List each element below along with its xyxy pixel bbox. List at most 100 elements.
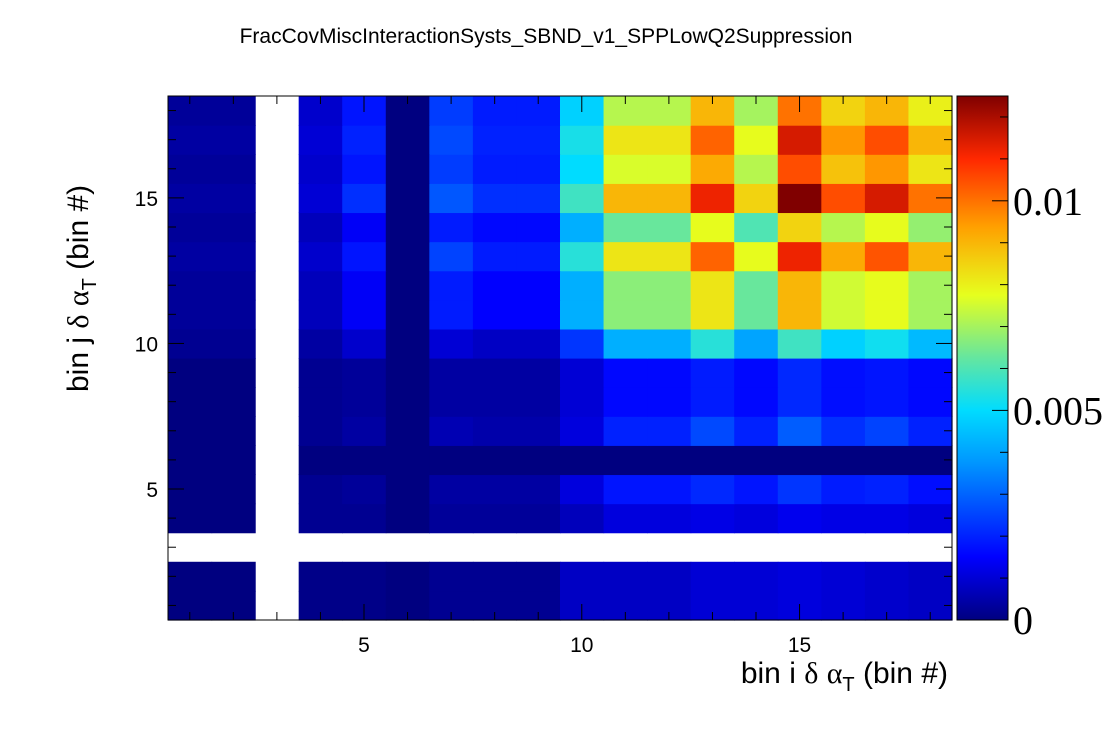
heatmap-cell <box>821 154 866 184</box>
heatmap-cell <box>647 503 692 534</box>
heatmap-cell <box>777 154 822 184</box>
heatmap-cell <box>298 212 343 243</box>
heatmap-cell <box>429 358 474 388</box>
heatmap-cell <box>342 474 387 505</box>
heatmap-cell <box>734 358 779 388</box>
heatmap-cell <box>429 270 474 301</box>
heatmap-cell <box>298 358 343 388</box>
heatmap-cell <box>342 183 387 214</box>
heatmap-cells <box>168 96 953 621</box>
y-axis-label-sub: T <box>79 278 101 290</box>
heatmap-cell <box>516 561 561 592</box>
x-tick-label: 5 <box>358 634 370 657</box>
y-axis-ticks: 5 10 15 <box>135 110 952 606</box>
x-tick-label: 15 <box>788 634 811 657</box>
heatmap-cell <box>777 416 822 446</box>
x-axis-label-prefix: bin i <box>741 657 804 690</box>
heatmap-cell <box>211 299 256 330</box>
heatmap-cell <box>734 445 779 476</box>
heatmap-cell <box>690 270 735 301</box>
heatmap-cell <box>342 561 387 592</box>
heatmap-cell <box>864 474 910 505</box>
heatmap-cell <box>429 212 474 243</box>
heatmap-cell <box>734 154 779 184</box>
heatmap-cell <box>385 299 430 330</box>
heatmap-cell <box>298 445 343 476</box>
heatmap-cell <box>429 416 474 446</box>
heatmap-cell <box>690 328 735 359</box>
heatmap-cell <box>603 561 648 592</box>
heatmap-cell <box>429 183 474 214</box>
heatmap-cell <box>864 154 910 184</box>
heatmap-cell <box>298 270 343 301</box>
heatmap-cell <box>516 387 561 417</box>
heatmap-cell <box>385 445 430 476</box>
heatmap-cell <box>298 125 343 155</box>
heatmap-cell <box>864 387 910 417</box>
heatmap-cell <box>777 125 822 155</box>
heatmap-cell <box>472 154 518 184</box>
heatmap-cell <box>472 241 518 272</box>
heatmap-cell <box>734 241 779 272</box>
heatmap-cell <box>385 387 430 417</box>
heatmap-cell <box>864 503 910 534</box>
heatmap-cell <box>560 474 605 505</box>
heatmap-cell <box>690 241 735 272</box>
heatmap-cell <box>429 474 474 505</box>
heatmap-cell <box>560 270 605 301</box>
heatmap-cell <box>777 561 822 592</box>
heatmap-cell <box>864 270 910 301</box>
heatmap-cell <box>385 561 430 592</box>
heatmap-cell <box>603 358 648 388</box>
heatmap-cell <box>864 241 910 272</box>
heatmap-cell <box>342 299 387 330</box>
heatmap-cell <box>342 212 387 243</box>
heatmap-cell <box>472 125 518 155</box>
color-scale-ticks: 0 0.005 0.01 <box>992 116 1103 643</box>
heatmap-cell <box>864 125 910 155</box>
heatmap-cell <box>864 358 910 388</box>
y-axis-label-alpha: α <box>62 290 95 306</box>
heatmap-cell <box>821 183 866 214</box>
heatmap-cell <box>777 299 822 330</box>
heatmap-cell <box>560 503 605 534</box>
heatmap-cell <box>385 125 430 155</box>
x-axis-label-alpha: α <box>827 657 843 690</box>
plot-border <box>167 95 953 621</box>
heatmap-cell <box>603 125 648 155</box>
y-axis-label-delta: δ <box>62 314 95 328</box>
heatmap-cell <box>821 387 866 417</box>
heatmap-cell <box>342 328 387 359</box>
heatmap-cell <box>647 270 692 301</box>
heatmap-cell <box>429 154 474 184</box>
heatmap-cell <box>777 183 822 214</box>
heatmap-cell <box>864 328 910 359</box>
heatmap-cell <box>298 503 343 534</box>
heatmap-cell <box>385 358 430 388</box>
heatmap-cell <box>734 328 779 359</box>
y-axis-label-suffix: (bin #) <box>62 185 95 278</box>
heatmap-cell <box>429 299 474 330</box>
heatmap-cell <box>690 154 735 184</box>
heatmap-cell <box>516 299 561 330</box>
heatmap-cell <box>385 474 430 505</box>
heatmap-cell <box>298 183 343 214</box>
heatmap-cell <box>429 445 474 476</box>
heatmap-cell <box>864 212 910 243</box>
chart-title: FracCovMiscInteractionSysts_SBND_v1_SPPL… <box>240 25 853 48</box>
heatmap-cell <box>298 241 343 272</box>
heatmap-cell <box>821 125 866 155</box>
heatmap-cell <box>429 503 474 534</box>
heatmap-cell <box>690 416 735 446</box>
heatmap-cell <box>777 328 822 359</box>
heatmap-cell <box>647 183 692 214</box>
heatmap-cell <box>821 241 866 272</box>
heatmap-cell <box>342 241 387 272</box>
heatmap-cell <box>690 561 735 592</box>
heatmap-cell <box>647 474 692 505</box>
heatmap-cell <box>647 328 692 359</box>
x-axis-label: bin i δ αT (bin #) <box>741 657 948 696</box>
heatmap-cell <box>385 503 430 534</box>
heatmap-cell <box>211 270 256 301</box>
heatmap-cell <box>821 503 866 534</box>
